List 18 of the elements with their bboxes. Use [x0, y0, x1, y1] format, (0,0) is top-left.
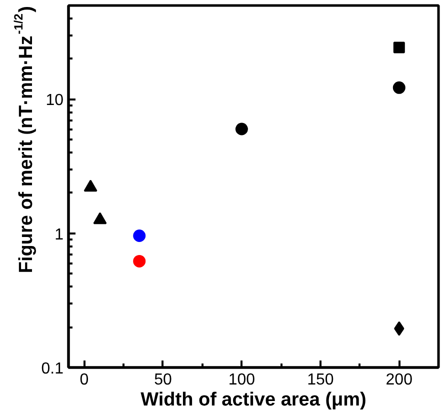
x-axis-title: Width of active area (μm)	[140, 390, 366, 410]
point	[93, 212, 107, 224]
x-tick-label: 0	[80, 372, 89, 388]
x-tick-label: 150	[307, 372, 334, 388]
y-axis-title: Figure of merit (nT·mm·Hz-1/2)	[12, 6, 37, 274]
x-tick-label: 50	[154, 372, 172, 388]
point	[133, 230, 146, 242]
point	[133, 254, 146, 268]
x-tick-label: 100	[228, 372, 256, 388]
x-tick-label: 200	[386, 372, 413, 388]
point	[84, 180, 98, 192]
y-tick-label: 10	[46, 92, 64, 110]
y-tick-label: 0.1	[41, 360, 64, 378]
point	[392, 81, 406, 94]
point	[394, 321, 404, 336]
point	[235, 122, 248, 136]
point	[393, 42, 405, 54]
y-tick-label: 1	[54, 226, 64, 244]
